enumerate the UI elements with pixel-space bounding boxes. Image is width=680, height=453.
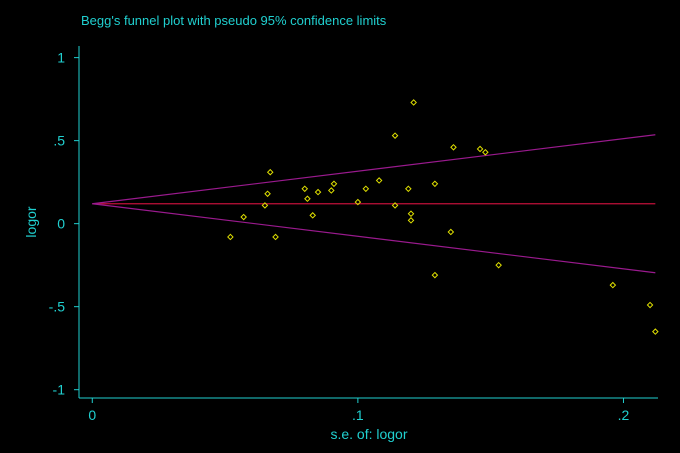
x-tick-label: 0 — [88, 407, 96, 423]
study-point-marker — [652, 328, 659, 335]
lower-confidence-limit-line — [92, 203, 656, 274]
study-point-marker — [227, 233, 234, 241]
study-point-marker — [261, 202, 269, 209]
study-point-marker — [330, 180, 338, 188]
y-tick-label: 0 — [57, 216, 65, 232]
study-points — [227, 99, 659, 335]
study-point-marker — [609, 281, 617, 289]
study-point-marker — [450, 143, 457, 151]
study-point-marker — [391, 132, 399, 139]
study-point-marker — [410, 99, 417, 106]
x-axis-ticks: 0 .1 .2 — [88, 398, 630, 423]
y-tick-label: -1 — [53, 382, 66, 398]
study-point-marker — [272, 233, 279, 241]
study-point-marker — [495, 261, 502, 269]
funnel-lines — [92, 134, 656, 274]
study-point-marker — [264, 190, 271, 198]
x-axis-label: s.e. of: logor — [330, 426, 407, 442]
study-point-marker — [375, 177, 383, 184]
study-point-marker — [240, 213, 247, 221]
study-point-marker — [407, 217, 415, 224]
chart-title: Begg's funnel plot with pseudo 95% confi… — [81, 13, 387, 28]
study-point-marker — [354, 198, 362, 206]
study-point-marker — [646, 301, 654, 309]
y-axis-label: logor — [23, 206, 39, 237]
study-point-marker — [405, 185, 412, 193]
study-point-marker — [301, 185, 309, 193]
study-point-marker — [447, 228, 455, 236]
study-point-marker — [328, 187, 335, 194]
study-point-marker — [309, 212, 317, 219]
y-tick-label: -.5 — [49, 299, 66, 315]
study-point-marker — [391, 202, 399, 209]
x-tick-label: .2 — [618, 407, 630, 423]
y-axis-ticks: 1 .5 0 -.5 -1 — [49, 50, 79, 398]
study-point-marker — [431, 180, 439, 188]
study-point-marker — [314, 188, 322, 196]
x-tick-label: .1 — [352, 407, 364, 423]
y-tick-label: .5 — [53, 133, 65, 149]
study-point-marker — [431, 271, 439, 279]
study-point-marker — [407, 210, 415, 218]
study-point-marker — [266, 168, 274, 176]
study-point-marker — [482, 148, 489, 156]
study-point-marker — [362, 185, 370, 193]
y-tick-label: 1 — [57, 50, 65, 66]
upper-confidence-limit-line — [92, 134, 656, 205]
study-point-marker — [304, 195, 311, 203]
study-point-marker — [476, 145, 484, 153]
